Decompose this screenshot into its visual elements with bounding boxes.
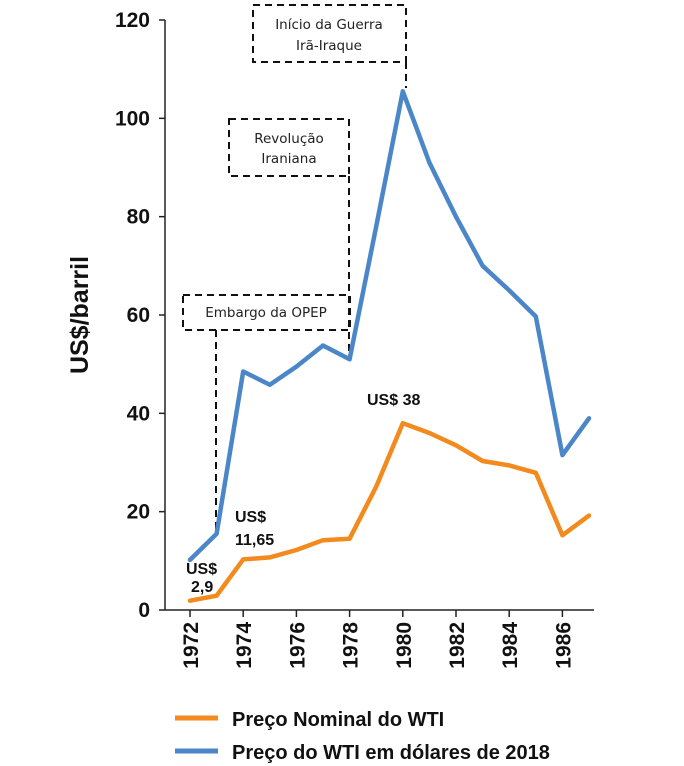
data-label-text: US$ <box>186 561 217 578</box>
data-label-1972: US$ 2,9 <box>186 561 217 596</box>
x-tick-label: 1986 <box>552 622 575 669</box>
x-tick-label: 1972 <box>180 622 203 669</box>
legend-item-nominal: Preço Nominal do WTI <box>175 709 444 731</box>
x-tick-label: 1982 <box>446 622 469 669</box>
legend-item-real-2018: Preço do WTI em dólares de 2018 <box>175 742 550 764</box>
y-axis-label: US$/barril <box>66 256 94 374</box>
x-tick-label: 1976 <box>286 622 309 669</box>
annotation-text: Revolução <box>254 131 324 147</box>
y-tick-label: 80 <box>127 206 150 229</box>
x-tick-label: 1980 <box>393 622 416 669</box>
data-label-text: US$ <box>235 509 266 526</box>
legend-label: Preço Nominal do WTI <box>232 709 444 731</box>
annotation-text: Início da Guerra <box>275 17 383 33</box>
annotation-revolucao-iraniana: Revolução Iraniana <box>228 118 350 355</box>
y-ticks: 0 20 40 60 80 100 120 <box>115 9 165 622</box>
y-tick-label: 20 <box>127 501 150 524</box>
y-tick-label: 60 <box>127 304 150 327</box>
x-ticks: 1972 1974 1976 1978 1980 1982 1984 1986 <box>180 610 575 669</box>
x-tick-label: 1984 <box>499 622 522 669</box>
legend: Preço Nominal do WTI Preço do WTI em dól… <box>175 709 550 764</box>
annotation-guerra-ira-iraque: Início da Guerra Irã-Iraque <box>252 4 407 88</box>
y-tick-label: 120 <box>115 9 150 32</box>
x-tick-label: 1978 <box>340 622 363 669</box>
legend-label: Preço do WTI em dólares de 2018 <box>232 742 550 764</box>
annotation-text: Irã-Iraque <box>296 38 362 54</box>
data-label-text: 11,65 <box>235 532 274 549</box>
y-tick-label: 40 <box>127 402 150 425</box>
data-label-text: US$ 38 <box>367 392 420 409</box>
y-tick-label: 100 <box>115 107 150 130</box>
data-label-1974: US$ 11,65 <box>235 509 274 549</box>
series-line-real-2018 <box>187 89 592 563</box>
data-label-text: 2,9 <box>191 579 213 596</box>
series-line-nominal <box>187 420 592 603</box>
x-tick-label: 1974 <box>233 622 256 669</box>
annotation-text: Embargo da OPEP <box>205 305 327 321</box>
data-label-1980: US$ 38 <box>367 392 420 409</box>
annotation-text: Iraniana <box>261 151 316 167</box>
annotation-embargo-opep: Embargo da OPEP <box>182 294 351 535</box>
y-tick-label: 0 <box>138 599 150 622</box>
